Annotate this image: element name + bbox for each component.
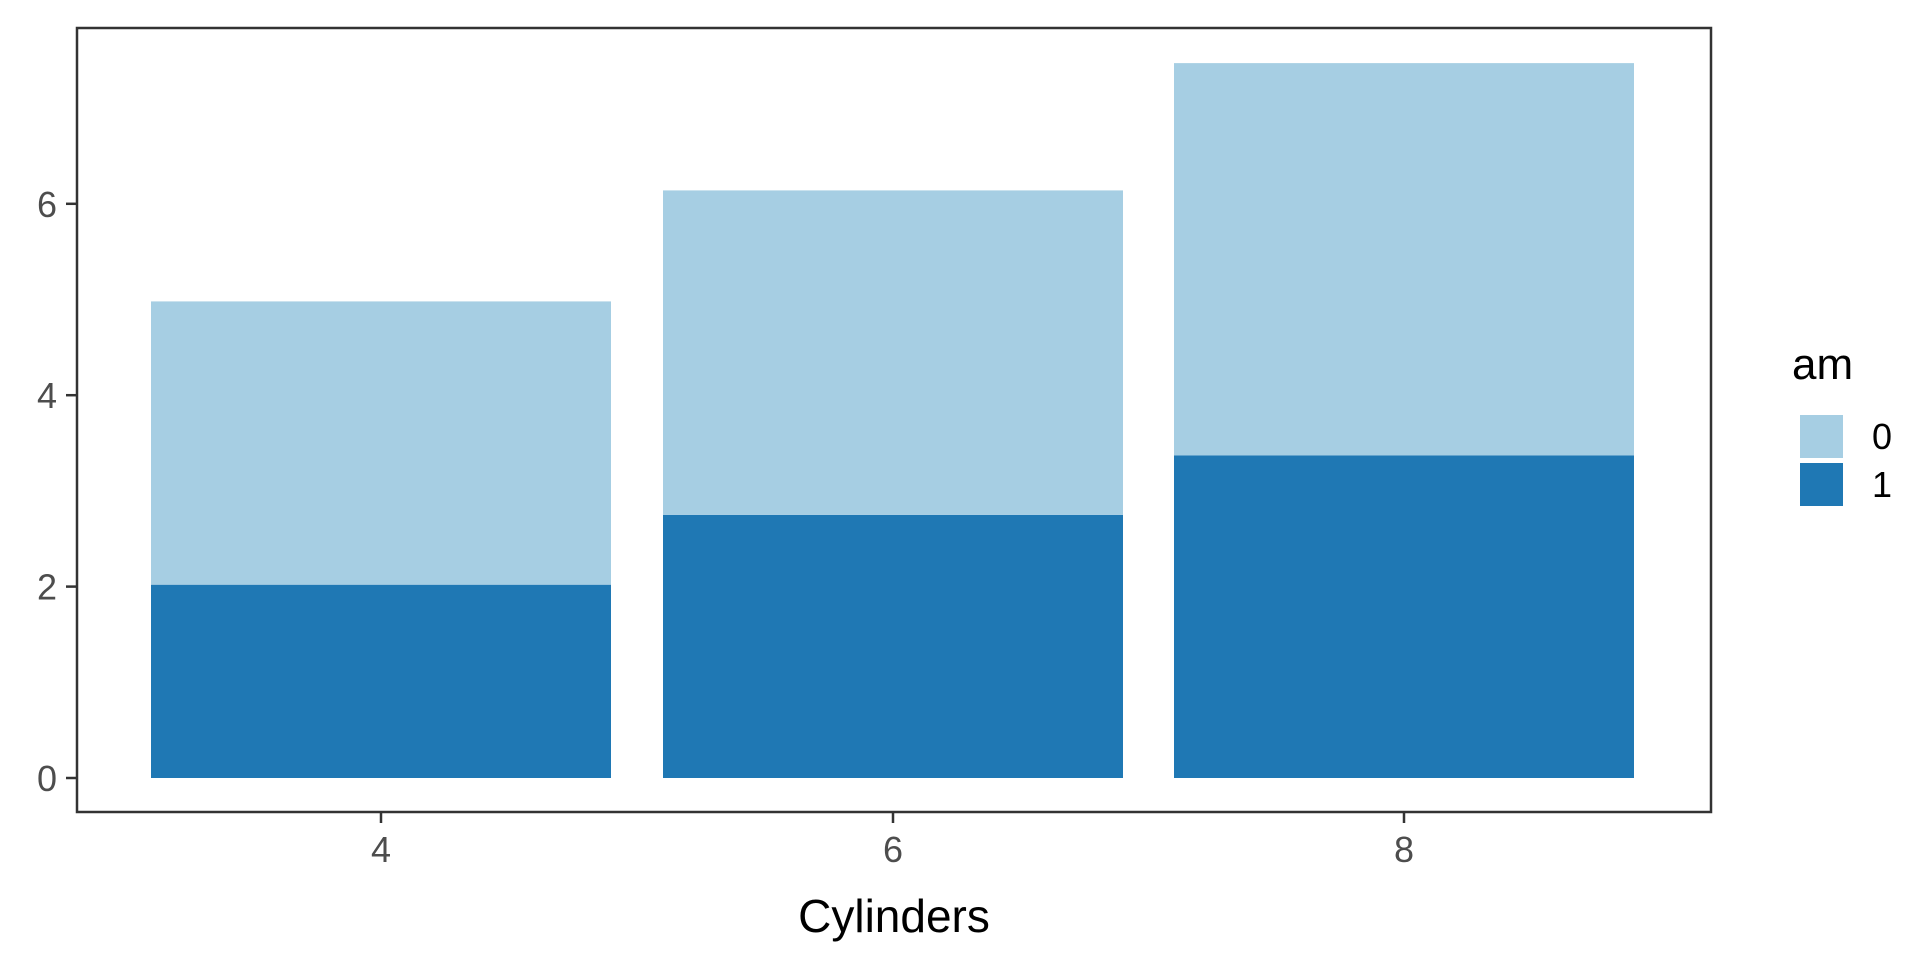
bars-group [151, 63, 1634, 778]
bar-cyl-4-am-0 [151, 301, 611, 585]
y-axis: 0 2 4 6 [37, 184, 77, 799]
bar-cyl-6-am-0 [663, 190, 1123, 515]
y-tick-label: 4 [37, 375, 57, 416]
x-tick-label: 4 [371, 829, 391, 870]
legend-label-0: 0 [1872, 416, 1892, 457]
y-tick-label: 6 [37, 184, 57, 225]
legend-key-0 [1800, 415, 1843, 458]
x-tick-label: 6 [883, 829, 903, 870]
x-axis: 4 6 8 [371, 812, 1414, 870]
legend-key-1 [1800, 463, 1843, 506]
legend: am 0 1 [1792, 340, 1892, 506]
legend-label-1: 1 [1872, 464, 1892, 505]
y-tick-label: 2 [37, 567, 57, 608]
x-axis-title: Cylinders [798, 890, 990, 942]
x-tick-label: 8 [1394, 829, 1414, 870]
legend-title: am [1792, 340, 1853, 389]
bar-cyl-8-am-1 [1174, 455, 1634, 778]
bar-cyl-6-am-1 [663, 514, 1123, 778]
bar-cyl-4-am-1 [151, 584, 611, 778]
bar-cyl-8-am-0 [1174, 63, 1634, 456]
y-tick-label: 0 [37, 758, 57, 799]
